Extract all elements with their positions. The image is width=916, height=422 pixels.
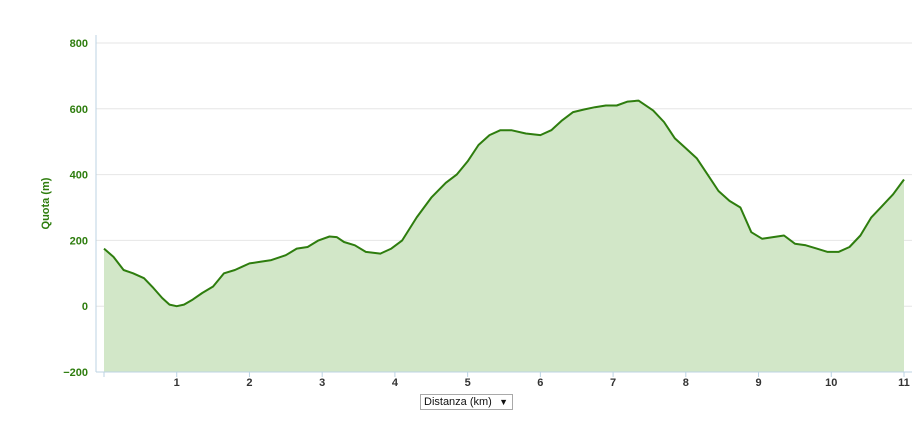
y-axis-title: Quota (m): [40, 177, 52, 229]
chevron-down-icon: ▼: [499, 396, 508, 407]
y-tick-label: 200: [70, 235, 88, 247]
x-tick-label: 10: [825, 377, 837, 389]
x-tick-labels: 1 2 3 4 5 6 7 8 9 10 11: [103, 372, 910, 389]
x-axis-unit-select[interactable]: Distanza (km) ▼: [420, 394, 513, 410]
x-tick-label: 5: [465, 377, 471, 389]
y-tick-label: −200: [63, 367, 88, 379]
y-tick-label: 400: [70, 170, 88, 182]
x-axis-unit-select-value: Distanza (km): [424, 396, 492, 408]
plot-area: [103, 99, 905, 372]
x-tick-label: 11: [898, 377, 910, 389]
x-tick-label: 4: [392, 377, 399, 389]
axes: [95, 35, 912, 373]
x-tick-label: 6: [537, 377, 543, 389]
x-tick-label: 7: [610, 377, 616, 389]
y-tick-label: 600: [70, 104, 88, 116]
x-tick-label: 2: [246, 377, 252, 389]
elevation-area-fill: [104, 100, 904, 372]
y-tick-label: 0: [82, 301, 88, 313]
x-tick-label: 9: [755, 377, 761, 389]
x-tick-label: 8: [683, 377, 689, 389]
x-tick-label: 3: [319, 377, 325, 389]
x-tick-label: 1: [174, 377, 180, 389]
elevation-line: [103, 99, 905, 308]
y-tick-labels: 800 600 400 200 0 −200: [63, 38, 88, 379]
y-tick-label: 800: [70, 38, 88, 50]
